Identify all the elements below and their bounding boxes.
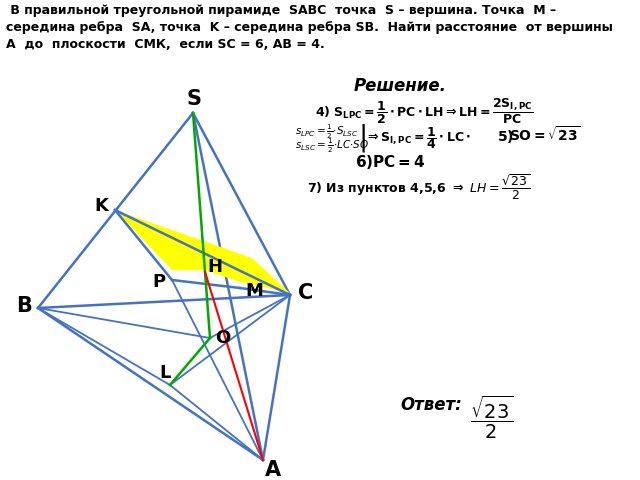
Text: $\mathbf{6)PC{=}4}$: $\mathbf{6)PC{=}4}$ bbox=[355, 153, 426, 171]
Text: $s_{LSC}{=}\frac{1}{2}{\cdot}LC{\cdot}SO$: $s_{LSC}{=}\frac{1}{2}{\cdot}LC{\cdot}SO… bbox=[295, 137, 369, 156]
Text: $\mathbf{\Rightarrow S_{I,PC} = \dfrac{1}{4} \cdot LC \cdot}$: $\mathbf{\Rightarrow S_{I,PC} = \dfrac{1… bbox=[365, 125, 471, 151]
Text: L: L bbox=[159, 364, 171, 382]
Text: $s_{LPC}{=}\frac{1}{2}{\cdot}S_{LSC}$: $s_{LPC}{=}\frac{1}{2}{\cdot}S_{LSC}$ bbox=[295, 123, 358, 142]
Text: Ответ:: Ответ: bbox=[400, 396, 461, 414]
Text: P: P bbox=[152, 273, 166, 291]
Text: C: C bbox=[298, 283, 314, 303]
Text: M: M bbox=[245, 282, 263, 300]
Text: Решение.: Решение. bbox=[353, 77, 447, 95]
Text: S: S bbox=[186, 89, 202, 109]
Text: $\dfrac{\sqrt{23}}{2}$: $\dfrac{\sqrt{23}}{2}$ bbox=[470, 394, 513, 441]
Text: $\mathbf{SO = \sqrt{23}}$: $\mathbf{SO = \sqrt{23}}$ bbox=[509, 125, 580, 144]
Text: $\mathbf{5)}$: $\mathbf{5)}$ bbox=[497, 128, 514, 145]
Text: $\mathbf{4)\ S_{LPC} = \dfrac{1}{2} \cdot PC \cdot LH \Rightarrow LH = \dfrac{2S: $\mathbf{4)\ S_{LPC} = \dfrac{1}{2} \cdo… bbox=[315, 97, 533, 126]
Text: $\mathbf{7)}$ Из пунктов 4,5,6 $\mathbf{\Rightarrow}$ $LH = \dfrac{\sqrt{23}}{2}: $\mathbf{7)}$ Из пунктов 4,5,6 $\mathbf{… bbox=[307, 172, 530, 202]
Text: В правильной треугольной пирамиде  SABC  точка  S – вершина. Точка  M –
середина: В правильной треугольной пирамиде SABC т… bbox=[6, 4, 613, 51]
Text: A: A bbox=[265, 460, 281, 480]
Polygon shape bbox=[115, 210, 290, 293]
Text: H: H bbox=[207, 258, 223, 276]
Text: K: K bbox=[94, 197, 108, 215]
Text: O: O bbox=[216, 329, 230, 347]
Text: B: B bbox=[16, 296, 32, 316]
Text: |: | bbox=[358, 124, 367, 153]
